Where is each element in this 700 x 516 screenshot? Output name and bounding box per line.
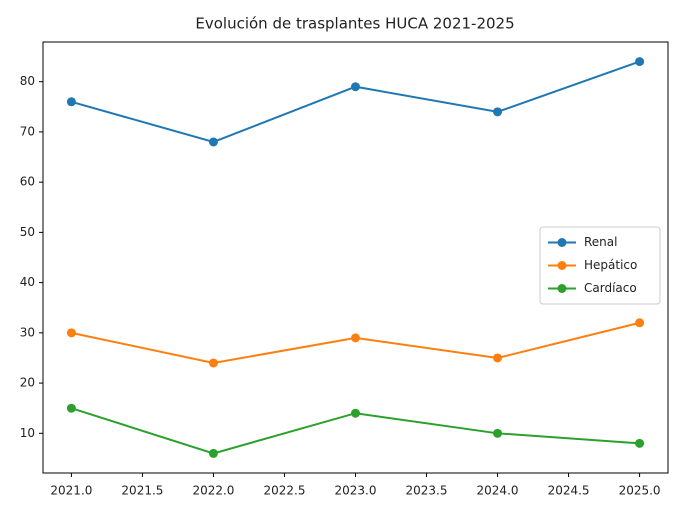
data-point <box>635 438 645 448</box>
y-tick-label: 80 <box>20 74 35 88</box>
x-tick-label: 2025.0 <box>619 484 661 498</box>
data-point <box>208 448 218 458</box>
data-point <box>635 318 645 328</box>
y-tick-label: 70 <box>20 124 35 138</box>
y-tick-label: 60 <box>20 175 35 189</box>
data-point <box>208 137 218 147</box>
x-tick-label: 2021.0 <box>50 484 92 498</box>
chart-title: Evolución de trasplantes HUCA 2021-2025 <box>195 15 514 33</box>
series-line <box>71 321 640 365</box>
x-tick-label: 2023.0 <box>335 484 377 498</box>
data-point <box>635 57 645 67</box>
y-tick-label: 20 <box>20 376 35 390</box>
x-tick-label: 2022.0 <box>192 484 234 498</box>
legend-label: Cardíaco <box>584 281 637 295</box>
data-point <box>493 353 503 363</box>
x-tick-label: 2024.5 <box>548 484 590 498</box>
data-point <box>493 428 503 438</box>
data-point <box>351 82 360 92</box>
legend-box <box>539 226 661 305</box>
data-point <box>493 107 503 117</box>
legend-marker <box>557 284 567 293</box>
y-tick-label: 10 <box>20 426 35 440</box>
x-tick-label: 2022.5 <box>263 484 305 498</box>
y-tick-label: 40 <box>20 275 35 289</box>
legend-label: Renal <box>584 235 617 249</box>
x-tick-label: 2024.0 <box>477 484 519 498</box>
data-point <box>208 358 218 368</box>
legend-label: Hepático <box>584 258 637 272</box>
legend-marker <box>557 238 567 247</box>
data-point <box>351 408 360 418</box>
x-tick-label: 2021.5 <box>121 484 163 498</box>
data-point <box>66 328 76 338</box>
y-tick-label: 50 <box>20 225 35 239</box>
legend-marker <box>557 261 567 270</box>
x-tick-label: 2023.5 <box>406 484 448 498</box>
data-point <box>351 333 360 343</box>
y-tick-label: 30 <box>20 325 35 339</box>
data-point <box>66 403 76 413</box>
data-point <box>66 97 76 107</box>
series-line <box>71 60 640 144</box>
